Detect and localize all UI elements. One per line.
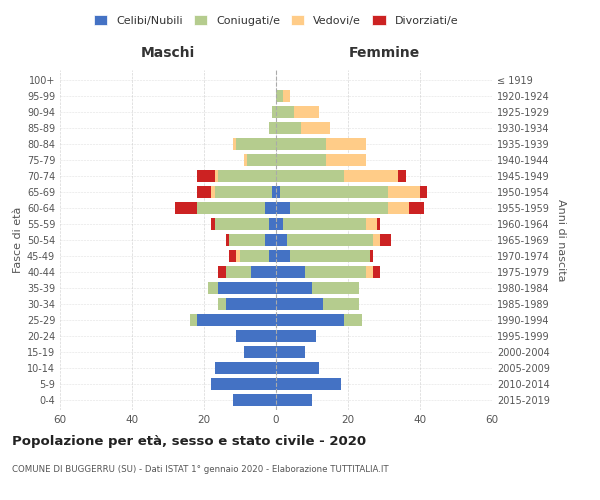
Bar	[276, 202, 290, 214]
Bar	[290, 202, 388, 214]
Bar	[244, 154, 247, 166]
Bar	[380, 234, 391, 246]
Bar	[366, 266, 373, 278]
Bar	[229, 234, 265, 246]
Bar	[312, 282, 359, 294]
Bar	[190, 314, 197, 326]
Bar	[215, 170, 218, 182]
Legend: Celibi/Nubili, Coniugati/e, Vedovi/e, Divorziati/e: Celibi/Nubili, Coniugati/e, Vedovi/e, Di…	[89, 10, 463, 30]
Bar	[276, 186, 280, 198]
Bar	[215, 186, 272, 198]
Bar	[344, 314, 362, 326]
Bar	[226, 298, 276, 310]
Bar	[326, 138, 366, 150]
Bar	[226, 234, 229, 246]
Bar	[269, 250, 276, 262]
Bar	[251, 266, 276, 278]
Bar	[211, 218, 215, 230]
Bar	[215, 218, 269, 230]
Bar	[236, 138, 276, 150]
Bar	[233, 394, 276, 406]
Bar	[305, 266, 366, 278]
Bar	[236, 250, 240, 262]
Bar	[373, 234, 380, 246]
Bar	[218, 298, 226, 310]
Bar	[276, 234, 287, 246]
Bar	[283, 218, 366, 230]
Bar	[218, 170, 276, 182]
Bar	[276, 330, 316, 342]
Bar	[272, 186, 276, 198]
Bar	[276, 154, 326, 166]
Bar	[373, 266, 380, 278]
Bar	[276, 106, 294, 118]
Text: Maschi: Maschi	[141, 46, 195, 60]
Bar	[218, 282, 276, 294]
Bar	[197, 186, 211, 198]
Bar	[265, 202, 276, 214]
Bar	[276, 250, 290, 262]
Bar	[276, 346, 305, 358]
Bar	[377, 218, 380, 230]
Bar	[276, 314, 344, 326]
Bar	[269, 122, 276, 134]
Bar	[323, 298, 359, 310]
Bar	[236, 330, 276, 342]
Bar	[287, 234, 373, 246]
Bar	[215, 362, 276, 374]
Bar	[269, 218, 276, 230]
Bar	[197, 170, 215, 182]
Bar	[276, 282, 312, 294]
Text: Femmine: Femmine	[349, 46, 419, 60]
Bar	[265, 234, 276, 246]
Bar	[301, 122, 330, 134]
Bar	[272, 106, 276, 118]
Bar	[276, 90, 283, 102]
Bar	[240, 250, 269, 262]
Bar	[208, 282, 218, 294]
Bar	[370, 250, 373, 262]
Bar	[276, 122, 301, 134]
Bar	[276, 218, 283, 230]
Bar	[211, 378, 276, 390]
Bar	[211, 186, 215, 198]
Bar	[226, 266, 251, 278]
Bar	[344, 170, 398, 182]
Bar	[276, 170, 344, 182]
Bar	[197, 314, 276, 326]
Bar	[290, 250, 370, 262]
Bar	[283, 90, 290, 102]
Bar	[388, 202, 409, 214]
Bar	[247, 154, 276, 166]
Bar	[229, 250, 236, 262]
Bar	[326, 154, 366, 166]
Bar	[420, 186, 427, 198]
Text: COMUNE DI BUGGERRU (SU) - Dati ISTAT 1° gennaio 2020 - Elaborazione TUTTITALIA.I: COMUNE DI BUGGERRU (SU) - Dati ISTAT 1° …	[12, 465, 389, 474]
Bar	[218, 266, 226, 278]
Bar	[294, 106, 319, 118]
Y-axis label: Anni di nascita: Anni di nascita	[556, 198, 566, 281]
Bar	[388, 186, 420, 198]
Bar	[280, 186, 388, 198]
Y-axis label: Fasce di età: Fasce di età	[13, 207, 23, 273]
Bar	[244, 346, 276, 358]
Bar	[276, 378, 341, 390]
Bar	[276, 138, 326, 150]
Bar	[366, 218, 377, 230]
Text: Popolazione per età, sesso e stato civile - 2020: Popolazione per età, sesso e stato civil…	[12, 435, 366, 448]
Bar	[197, 202, 265, 214]
Bar	[398, 170, 406, 182]
Bar	[233, 138, 236, 150]
Bar	[409, 202, 424, 214]
Bar	[276, 362, 319, 374]
Bar	[175, 202, 197, 214]
Bar	[276, 298, 323, 310]
Bar	[276, 394, 312, 406]
Bar	[276, 266, 305, 278]
